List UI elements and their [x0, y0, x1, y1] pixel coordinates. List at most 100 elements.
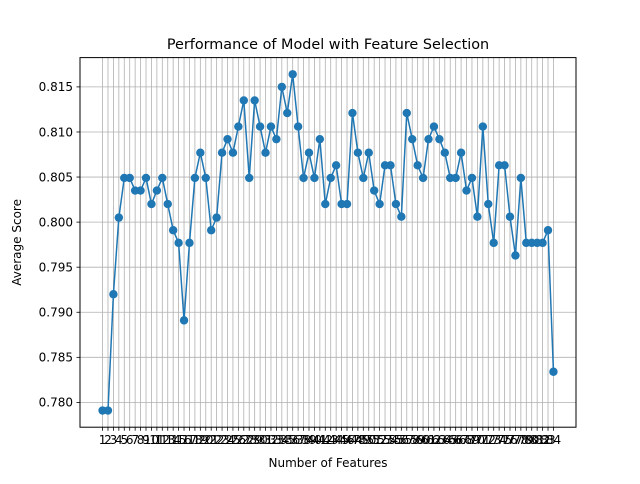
x-tick-label: 16 — [176, 433, 191, 447]
x-tick-label: 78 — [513, 433, 528, 447]
data-point — [310, 173, 319, 183]
y-tick-label: 0.785 — [39, 351, 73, 365]
x-tick-label: 24 — [220, 433, 235, 447]
data-point — [109, 290, 118, 299]
data-point — [435, 134, 444, 144]
y-tick-label: 0.780 — [39, 396, 73, 410]
data-point — [473, 212, 482, 221]
plot-frame — [79, 57, 577, 428]
x-tick-label: 17 — [182, 433, 197, 447]
x-tick-label: 76 — [502, 433, 517, 447]
x-tick-label: 32 — [263, 433, 278, 447]
data-point — [266, 122, 276, 131]
x-tick-label: 40 — [307, 433, 322, 447]
x-tick-label: 73 — [486, 433, 501, 447]
data-point — [272, 134, 281, 144]
data-point — [516, 173, 526, 183]
x-tick-label: 21 — [204, 433, 219, 447]
y-tick-label: 0.790 — [39, 306, 73, 320]
data-point — [402, 108, 411, 118]
x-tick-label: 49 — [356, 433, 371, 447]
x-tick-label: 23 — [214, 433, 229, 447]
data-point — [342, 199, 352, 209]
data-point — [147, 199, 156, 209]
data-point — [190, 173, 200, 183]
data-point — [293, 122, 303, 131]
data-point — [418, 173, 428, 183]
x-tick-label: 37 — [290, 433, 305, 447]
data-point — [364, 148, 373, 157]
data-point — [397, 212, 406, 221]
data-point — [179, 316, 189, 325]
x-tick-label: 79 — [519, 433, 534, 447]
x-tick-label: 36 — [285, 433, 300, 447]
x-tick-label: 48 — [350, 433, 365, 447]
data-point — [326, 173, 335, 183]
y-axis-label: Average Score — [10, 199, 24, 286]
x-tick-label: 82 — [535, 433, 550, 447]
x-tick-label: 9 — [142, 433, 150, 447]
x-tick-label: 2 — [104, 433, 112, 447]
data-point — [114, 213, 124, 222]
data-point — [288, 70, 297, 79]
x-tick-label: 72 — [481, 433, 496, 447]
data-point — [136, 186, 145, 195]
x-tick-label: 29 — [247, 433, 262, 447]
x-tick-label: 8 — [137, 433, 145, 447]
x-tick-label: 56 — [394, 433, 409, 447]
data-point — [331, 161, 341, 170]
x-tick-label: 39 — [301, 433, 316, 447]
data-point — [103, 406, 113, 415]
data-point — [299, 173, 308, 183]
x-tick-label: 43 — [323, 433, 338, 447]
data-point — [462, 186, 471, 195]
data-point — [212, 213, 221, 222]
data-point — [321, 199, 330, 209]
x-tick-label: 4 — [115, 433, 123, 447]
x-tick-label: 5 — [120, 433, 128, 447]
x-tick-label: 25 — [225, 433, 240, 447]
data-point — [168, 226, 178, 235]
x-tick-label: 31 — [258, 433, 273, 447]
data-point — [277, 82, 287, 92]
x-tick-label: 41 — [312, 433, 327, 447]
x-tick-label: 65 — [443, 433, 458, 447]
data-point — [386, 161, 395, 170]
x-tick-label: 13 — [160, 433, 175, 447]
data-point — [489, 238, 498, 248]
x-tick-label: 14 — [166, 433, 181, 447]
x-tick-label: 57 — [399, 433, 414, 447]
x-tick-label: 54 — [383, 433, 398, 447]
data-point — [141, 173, 151, 183]
x-tick-label: 46 — [339, 433, 354, 447]
x-tick-label: 47 — [345, 433, 360, 447]
data-point — [353, 148, 363, 157]
data-point — [369, 186, 379, 195]
x-tick-label: 20 — [198, 433, 213, 447]
x-tick-label: 68 — [459, 433, 474, 447]
x-tick-label: 60 — [415, 433, 430, 447]
x-tick-label: 26 — [231, 433, 246, 447]
data-point — [478, 122, 488, 131]
x-tick-label: 67 — [453, 433, 468, 447]
x-tick-label: 80 — [524, 433, 539, 447]
x-tick-label: 1 — [99, 433, 107, 447]
x-tick-label: 61 — [421, 433, 436, 447]
data-point — [359, 173, 368, 183]
data-point — [511, 251, 520, 260]
x-tick-label: 52 — [372, 433, 387, 447]
data-point — [261, 148, 270, 157]
data-point — [196, 148, 205, 157]
x-tick-label: 18 — [187, 433, 202, 447]
x-tick-label: 64 — [437, 433, 452, 447]
y-tick-label: 0.800 — [39, 215, 73, 229]
data-point — [424, 134, 433, 144]
data-point — [174, 238, 183, 248]
x-tick-label: 10 — [144, 433, 159, 447]
data-point — [467, 173, 477, 183]
x-tick-label: 70 — [470, 433, 485, 447]
x-tick-label: 51 — [367, 433, 382, 447]
data-points — [98, 70, 558, 415]
